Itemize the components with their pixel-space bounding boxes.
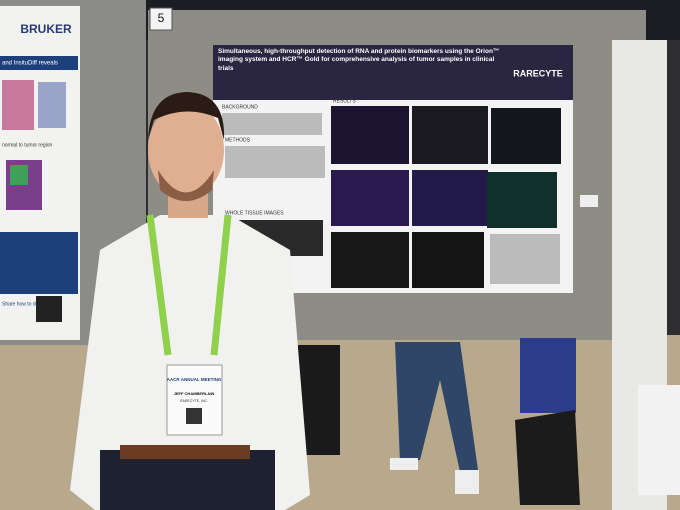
tile — [491, 108, 561, 164]
tile — [331, 170, 409, 226]
title-wrap: Simultaneous, high-throughput detection … — [218, 48, 500, 72]
badge-name: JEFF CHAMBERLAIN — [174, 391, 215, 396]
shirt — [70, 215, 310, 510]
section-heading: METHODS — [225, 137, 251, 143]
tile — [487, 172, 557, 228]
header-bar — [0, 56, 78, 70]
text-block — [225, 146, 325, 178]
brand: RARECYTE — [513, 68, 563, 78]
figure — [38, 82, 66, 128]
qr-code — [36, 296, 62, 322]
left-subline: normal to tumor region — [2, 142, 53, 148]
image-grid — [235, 106, 561, 288]
text-block — [222, 113, 322, 135]
bystander — [520, 338, 576, 413]
badge-event: AACR ANNUAL MEETING — [167, 377, 222, 382]
left-headline: and InsituDiff reveals — [2, 61, 58, 67]
bystander-jeans — [395, 342, 478, 472]
trousers — [100, 450, 275, 510]
logo: BRUKER — [20, 22, 72, 36]
booth-sign — [149, 7, 173, 31]
tile — [412, 106, 488, 164]
tile — [412, 170, 488, 226]
hair — [148, 92, 225, 140]
beard — [158, 170, 214, 201]
poster-title: Simultaneous, high-throughput detection … — [218, 48, 500, 72]
booth-number: 5 — [158, 11, 165, 25]
section-heading: RESULTS — [333, 98, 356, 104]
figure — [10, 165, 28, 185]
label-card — [580, 195, 598, 207]
title-bar — [213, 45, 573, 100]
figure — [2, 80, 34, 130]
shoe — [455, 470, 479, 494]
shoe — [390, 458, 418, 470]
tile — [412, 232, 484, 288]
face — [148, 102, 224, 198]
belt — [120, 445, 250, 459]
section-heading: BACKGROUND — [222, 104, 258, 110]
left-footer: Share how to download — [2, 301, 54, 307]
info-block — [0, 232, 78, 294]
body-text — [222, 113, 560, 284]
chair — [638, 385, 680, 495]
text-block — [490, 234, 560, 284]
badge-company: RARECYTE, INC. — [180, 399, 208, 403]
badge-qr — [186, 408, 202, 424]
backpack — [515, 410, 580, 505]
tile — [331, 106, 409, 164]
tile — [331, 232, 409, 288]
lanyard — [146, 214, 232, 356]
section-heading: WHOLE TISSUE IMAGES — [225, 210, 284, 216]
